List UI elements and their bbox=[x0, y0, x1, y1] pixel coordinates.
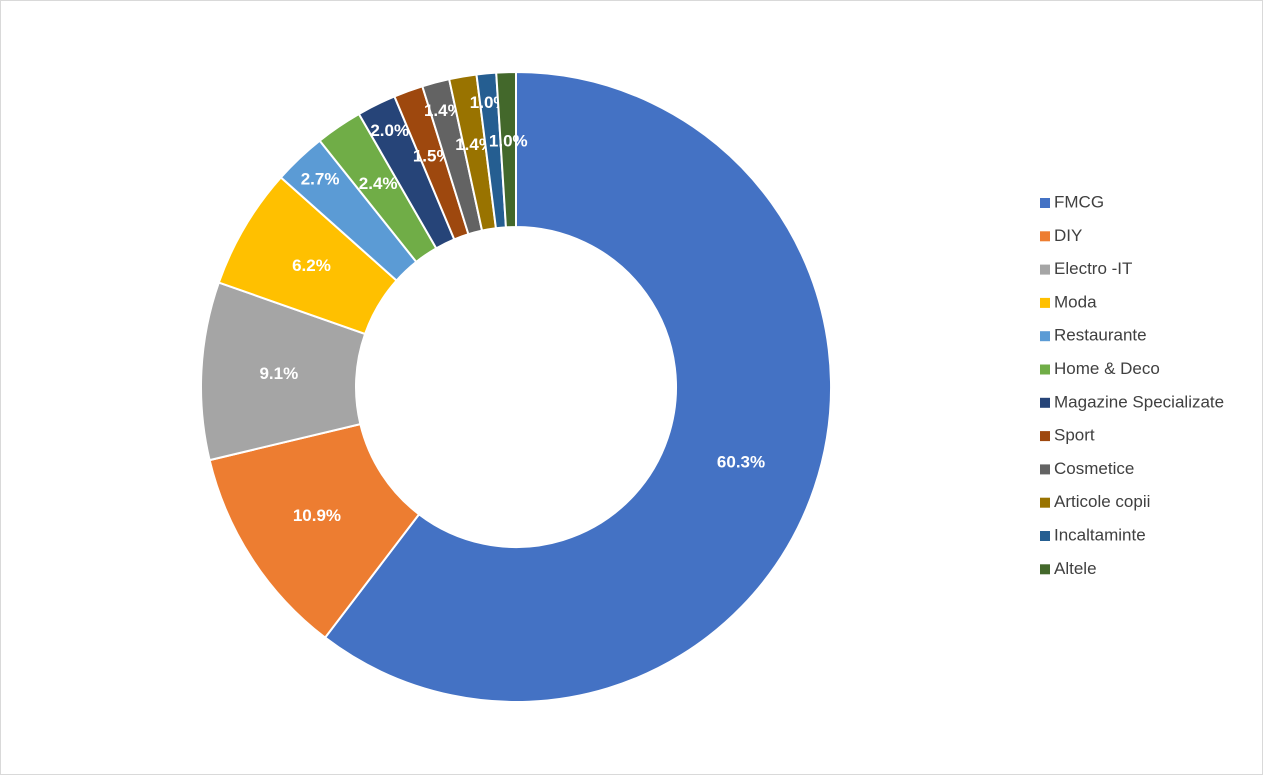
data-label: 10.9% bbox=[293, 506, 341, 525]
legend-label: Articole copii bbox=[1054, 492, 1150, 511]
legend-label: Home & Deco bbox=[1054, 359, 1160, 378]
legend-label: Magazine Specializate bbox=[1054, 392, 1224, 411]
legend-label: Sport bbox=[1054, 426, 1095, 445]
legend-label: Cosmetice bbox=[1054, 459, 1134, 478]
legend-swatch bbox=[1040, 431, 1050, 442]
legend-swatch bbox=[1040, 497, 1050, 508]
data-label: 1.0% bbox=[489, 132, 528, 151]
donut-slice bbox=[323, 70, 832, 703]
legend-label: Altele bbox=[1054, 559, 1097, 578]
donut-slice bbox=[495, 70, 517, 229]
data-label: 1.4% bbox=[424, 101, 463, 120]
legend-swatch bbox=[1040, 397, 1050, 408]
data-label: 2.0% bbox=[370, 121, 409, 140]
legend-swatch bbox=[1040, 297, 1050, 308]
data-label: 2.7% bbox=[301, 169, 340, 188]
legend-swatch bbox=[1040, 231, 1050, 242]
legend-swatch bbox=[1040, 531, 1050, 541]
legend-label: Restaurante bbox=[1054, 326, 1147, 345]
legend-label: FMCG bbox=[1054, 192, 1104, 211]
legend-swatch bbox=[1040, 364, 1050, 375]
legend-swatch bbox=[1040, 264, 1050, 275]
legend-label: DIY bbox=[1054, 226, 1082, 245]
legend-swatch bbox=[1040, 564, 1050, 575]
legend-swatch bbox=[1040, 464, 1050, 475]
legend-label: Electro -IT bbox=[1054, 259, 1132, 278]
legend-label: Moda bbox=[1054, 292, 1097, 311]
data-label: 60.3% bbox=[717, 452, 765, 471]
data-label: 2.4% bbox=[359, 174, 398, 193]
legend-swatch bbox=[1040, 198, 1050, 208]
legend-swatch bbox=[1040, 331, 1050, 342]
data-label: 6.2% bbox=[292, 256, 331, 275]
legend-label: Incaltaminte bbox=[1054, 525, 1146, 544]
data-label: 9.1% bbox=[259, 364, 298, 383]
